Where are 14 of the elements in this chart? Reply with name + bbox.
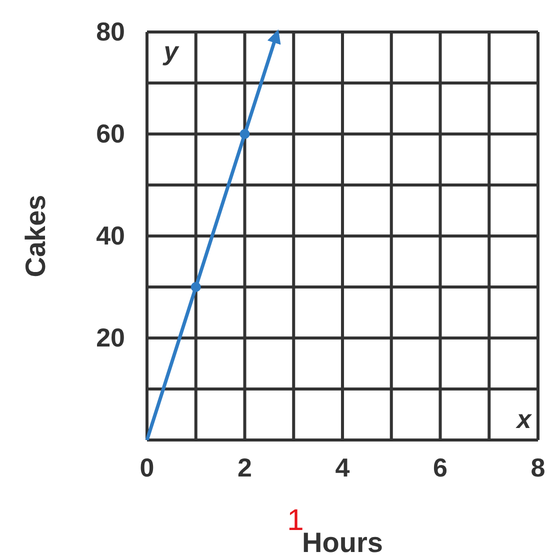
x-tick-label: 6 <box>433 452 448 482</box>
x-axis-title: Hours <box>302 527 383 558</box>
x-tick-label: 4 <box>335 452 350 482</box>
x-tick-label: 0 <box>140 452 154 482</box>
annotation: x <box>514 404 533 434</box>
text: 1 <box>287 504 304 537</box>
y-axis-title: Cakes <box>20 194 51 278</box>
y-tick-label: 40 <box>96 220 125 250</box>
y-tick-label: 20 <box>96 322 125 352</box>
x-tick-label: 8 <box>530 452 546 482</box>
annotation: y <box>162 36 180 66</box>
x-tick-label: 2 <box>238 452 252 482</box>
y-tick-label: 60 <box>96 118 125 148</box>
y-tick-label: 80 <box>96 16 125 46</box>
